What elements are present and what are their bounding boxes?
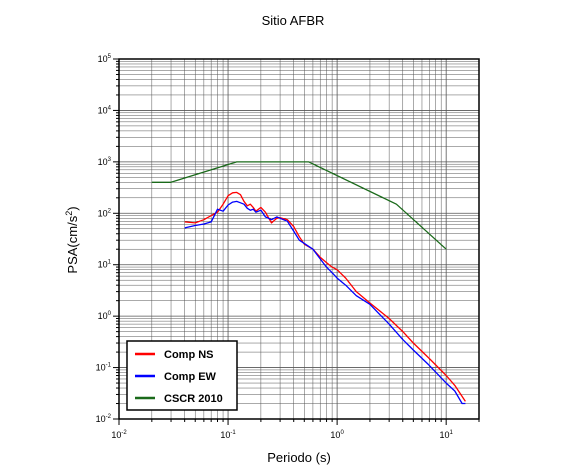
chart-title: Sitio AFBR	[262, 13, 325, 28]
legend-label: Comp NS	[164, 349, 214, 361]
y-tick-label: 100	[98, 311, 112, 321]
tick-marks	[113, 58, 480, 425]
y-tick-label: 10-2	[96, 414, 112, 424]
y-tick-label: 102	[98, 208, 112, 218]
x-axis-title: Periodo (s)	[267, 450, 331, 465]
legend-label: Comp EW	[164, 371, 217, 383]
y-axis-title: PSA(cm/s2)	[64, 206, 80, 273]
y-tick-label: 10-1	[96, 363, 112, 373]
y-tick-labels: 10-2 10-1 100 101 102 103 104 105	[96, 54, 112, 424]
series-line-comp-ew	[184, 200, 466, 405]
x-tick-label: 10-1	[220, 430, 236, 440]
y-tick-label: 105	[98, 54, 112, 64]
x-tick-labels: 10-2 10-1 100 101	[111, 430, 453, 440]
x-tick-label: 101	[439, 430, 453, 440]
x-tick-label: 10-2	[111, 430, 127, 440]
series-lines	[151, 161, 466, 405]
y-tick-label: 103	[98, 157, 112, 167]
legend-label: CSCR 2010	[164, 393, 223, 405]
plot-frame	[118, 58, 480, 420]
legend: Comp NS Comp EW CSCR 2010	[126, 340, 238, 411]
y-tick-label: 101	[98, 260, 112, 270]
x-tick-label: 100	[330, 430, 344, 440]
y-tick-label: 104	[98, 105, 112, 115]
series-line-cscr-2010	[151, 161, 447, 250]
